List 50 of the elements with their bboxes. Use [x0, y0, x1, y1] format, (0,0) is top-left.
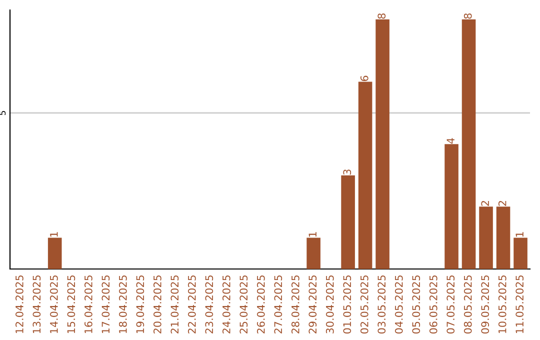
x-tick-label: 17.04.2025 — [102, 275, 110, 334]
data-label: 1 — [50, 232, 58, 237]
data-label: 3 — [343, 170, 352, 175]
x-tick-label: 07.05.2025 — [446, 275, 455, 334]
bar — [376, 19, 390, 269]
bar — [306, 238, 320, 269]
x-tick-label: 08.05.2025 — [464, 275, 472, 334]
x-tick-label: 12.04.2025 — [15, 275, 24, 334]
x-tick-label: 14.04.2025 — [50, 275, 58, 334]
x-tick-label: 06.05.2025 — [429, 275, 438, 334]
x-tick-label: 05.05.2025 — [412, 275, 420, 334]
x-tick-label: 16.04.2025 — [84, 275, 92, 334]
data-label: 1 — [308, 232, 316, 237]
x-tick-label: 10.05.2025 — [498, 275, 506, 334]
bar — [358, 82, 372, 269]
x-tick-label: 22.04.2025 — [188, 275, 196, 334]
x-tick-label: 27.04.2025 — [274, 275, 282, 334]
x-tick-label: 18.04.2025 — [118, 275, 127, 334]
x-tick-label: 11.05.2025 — [516, 275, 524, 334]
x-tick-label: 01.05.2025 — [343, 275, 352, 334]
x-tick-label: 04.05.2025 — [394, 275, 403, 334]
data-label: 8 — [378, 13, 386, 19]
data-label: 4 — [446, 138, 454, 144]
bar — [479, 206, 493, 269]
bar — [514, 238, 528, 269]
data-label: 6 — [360, 76, 368, 82]
data-label: 1 — [516, 232, 524, 237]
x-tick-label: 23.04.2025 — [205, 275, 214, 334]
x-tick-label: 24.04.2025 — [222, 275, 230, 334]
bar — [444, 144, 458, 269]
x-tick-label: 29.04.2025 — [308, 275, 317, 334]
bar — [341, 175, 355, 269]
data-label: 2 — [481, 201, 489, 206]
bar — [48, 238, 62, 269]
x-tick-label: 25.04.2025 — [240, 275, 248, 334]
x-tick-label: 28.04.2025 — [291, 275, 300, 334]
x-tick-label: 26.04.2025 — [256, 275, 265, 334]
x-tick-label: 02.05.2025 — [360, 275, 368, 334]
x-tick-label: 03.05.2025 — [378, 275, 386, 334]
x-tick-label: 20.04.2025 — [153, 275, 162, 334]
x-tick-label: 21.04.2025 — [170, 275, 179, 334]
x-tick-label: 19.04.2025 — [136, 275, 144, 334]
x-tick-label: 30.04.2025 — [326, 275, 334, 334]
data-label: 2 — [498, 201, 506, 206]
x-tick-label: 09.05.2025 — [481, 275, 490, 334]
x-tick-label: 15.04.2025 — [67, 275, 76, 334]
bar — [496, 206, 510, 269]
x-tick-label: 13.04.2025 — [32, 275, 41, 334]
bar — [462, 19, 476, 269]
data-label: 8 — [464, 13, 472, 19]
